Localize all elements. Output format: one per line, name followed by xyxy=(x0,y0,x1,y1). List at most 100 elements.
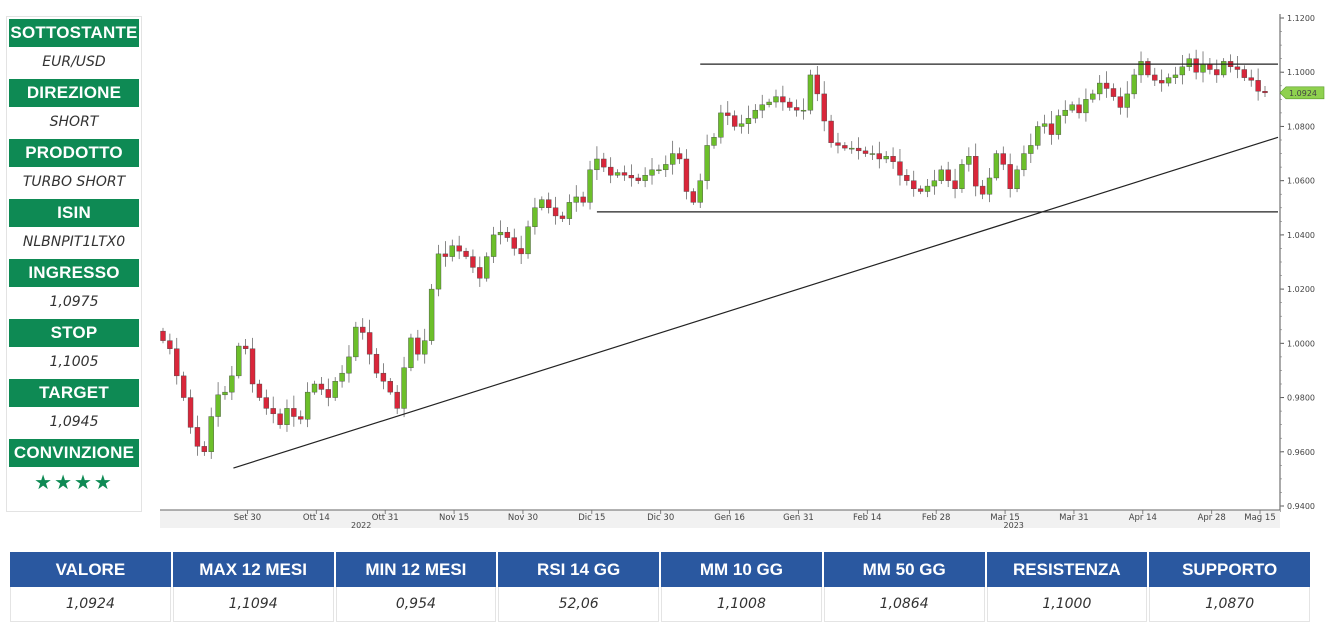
candle-body xyxy=(621,172,628,176)
candle xyxy=(456,235,462,260)
candle-body xyxy=(731,115,738,127)
candle xyxy=(490,226,497,263)
candle xyxy=(904,169,910,186)
col-header-max-12-mesi: MAX 12 MESI xyxy=(172,552,334,587)
candle xyxy=(332,377,338,401)
candle-body xyxy=(869,153,876,155)
candle xyxy=(897,148,903,186)
candle-body xyxy=(194,427,201,447)
candle-body xyxy=(187,397,194,428)
candle-body xyxy=(1110,88,1117,97)
candle xyxy=(663,155,669,177)
candle-body xyxy=(1076,104,1082,114)
candle xyxy=(304,382,311,428)
y-tick-label: 1.0200 xyxy=(1287,285,1315,294)
candle xyxy=(1069,101,1075,113)
candle-body xyxy=(649,169,655,176)
candle-body xyxy=(1117,96,1124,108)
candle-body xyxy=(986,177,993,195)
y-tick-label: 1.0600 xyxy=(1287,177,1315,186)
candle-body xyxy=(766,101,772,105)
candle xyxy=(580,191,586,207)
candle xyxy=(346,345,352,383)
underlying-value: EUR/USD xyxy=(42,54,106,70)
candle xyxy=(828,114,834,148)
candle-body xyxy=(284,408,290,425)
candle xyxy=(711,133,717,149)
candle-body xyxy=(380,372,387,382)
candle-body xyxy=(628,175,635,179)
candle xyxy=(187,389,194,434)
candle xyxy=(690,188,697,205)
candle xyxy=(704,134,710,190)
candle xyxy=(1152,67,1158,86)
candle xyxy=(697,173,703,208)
candle-body xyxy=(325,389,331,398)
value-min-12-mesi: 0,954 xyxy=(335,587,497,622)
target-header: TARGET xyxy=(9,379,139,407)
candle xyxy=(621,165,628,181)
x-tick-label: Apr 14 xyxy=(1129,513,1157,523)
candle xyxy=(1090,89,1096,103)
candle xyxy=(966,147,972,172)
candle-body xyxy=(959,164,965,189)
candle-body xyxy=(1083,99,1089,114)
x-year-label: 2023 xyxy=(1004,521,1024,530)
x-axis-band xyxy=(160,510,1280,528)
candle xyxy=(793,99,800,117)
candle-body xyxy=(608,166,614,176)
candle-body xyxy=(518,248,524,255)
candle xyxy=(284,399,290,432)
candle xyxy=(511,228,517,256)
candle xyxy=(366,319,373,365)
y-tick-label: 1.1000 xyxy=(1287,68,1315,77)
candle-body xyxy=(828,120,834,143)
candle-body xyxy=(249,348,256,385)
candle-body xyxy=(897,161,903,176)
candle xyxy=(842,142,848,151)
candle xyxy=(649,158,655,185)
value-rsi-14-gg: 52,06 xyxy=(498,587,659,622)
candle-body xyxy=(704,145,710,181)
candle-body xyxy=(663,164,669,171)
candle-body xyxy=(683,158,690,192)
candle xyxy=(394,385,400,415)
candle xyxy=(160,327,166,344)
last-price-label: 1.0924 xyxy=(1289,89,1317,98)
x-axis: Set 30 Ott 14 Ott 31 Nov 15 Nov 30 Dic 15 Dic … xyxy=(160,509,1280,530)
candle xyxy=(270,396,276,424)
candle-body xyxy=(1193,58,1199,73)
candle-body xyxy=(449,245,455,257)
candle xyxy=(876,141,882,169)
y-tick-label: 0.9600 xyxy=(1287,448,1315,457)
candle xyxy=(532,197,538,235)
candle-body xyxy=(167,340,173,349)
candle xyxy=(249,337,256,393)
candle xyxy=(180,371,187,401)
candle xyxy=(807,69,814,115)
candle-body xyxy=(1103,82,1110,89)
candle-body xyxy=(525,226,531,255)
levels-layer xyxy=(233,63,1279,469)
candle-body xyxy=(656,169,662,172)
candle-body xyxy=(580,196,586,203)
candle-body xyxy=(993,153,1000,179)
underlying-header: SOTTOSTANTE xyxy=(9,19,139,47)
y-tick-label: 1.0400 xyxy=(1287,231,1315,240)
candle xyxy=(849,141,855,154)
candle xyxy=(683,149,690,200)
candle-body xyxy=(373,353,380,374)
candle-body xyxy=(890,156,896,162)
candle-body xyxy=(1014,169,1020,189)
value-supporto: 1,0870 xyxy=(1149,587,1310,622)
candle-body xyxy=(490,234,497,257)
candle-body xyxy=(415,337,421,355)
x-tick-label: Nov 15 xyxy=(439,513,469,523)
candle-body xyxy=(532,207,538,227)
candle-body xyxy=(339,372,345,382)
candle-body xyxy=(642,175,648,181)
candle xyxy=(353,321,359,362)
col-header-resistenza: RESISTENZA xyxy=(986,552,1148,587)
candle-body xyxy=(1186,58,1192,68)
candle xyxy=(731,110,738,131)
